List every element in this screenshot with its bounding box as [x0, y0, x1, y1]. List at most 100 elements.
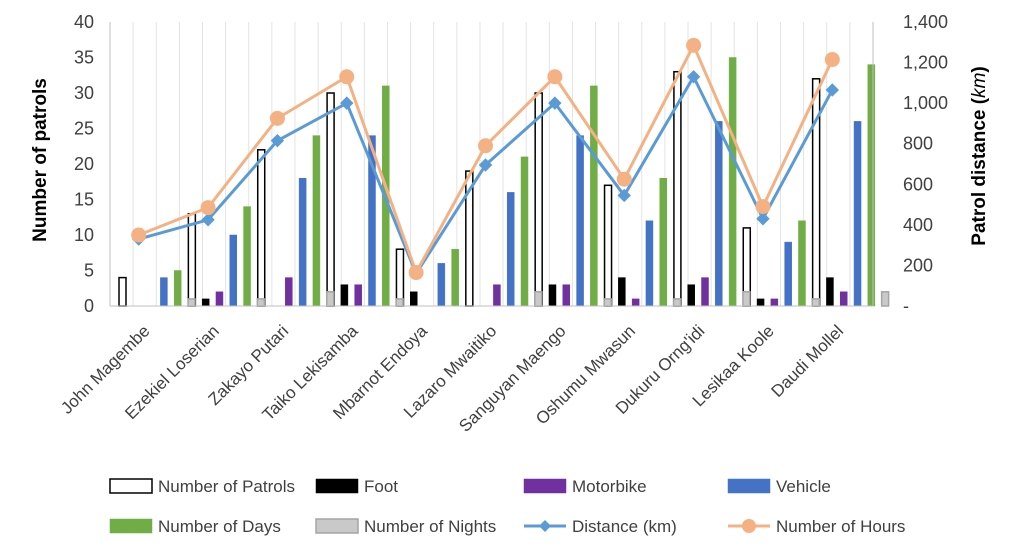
legend-marker — [539, 520, 551, 532]
y2-tick-label: 1,400 — [903, 12, 948, 32]
legend-swatch — [523, 478, 567, 494]
point-number-of-hours — [339, 69, 355, 85]
legend: Number of Patrols Foot Motorbike Vehicle Num… — [109, 477, 905, 536]
legend-item-distance-km: Distance (km) — [524, 517, 677, 536]
y-tick-label: 25 — [74, 119, 94, 139]
bar-vehicle — [715, 121, 723, 307]
bar-number-of-days — [173, 270, 182, 307]
y2-tick-label: 800 — [903, 134, 933, 154]
y-tick-label: 15 — [74, 190, 94, 210]
y2-tick-label: 1,200 — [903, 53, 948, 73]
bar-number-of-days — [590, 85, 598, 307]
legend-item-number-of-patrols: Number of Patrols — [109, 477, 295, 496]
y-axis-title: Number of patrols — [30, 78, 51, 242]
y2-tick-label: 400 — [903, 215, 933, 235]
point-distance-km — [686, 70, 701, 84]
bar-foot — [410, 291, 418, 307]
legend-label: Number of Hours — [776, 517, 905, 536]
bar-number-of-patrols — [326, 92, 335, 307]
point-distance-km — [340, 96, 354, 110]
y2-axis-title-close: ) — [969, 66, 990, 72]
bar-number-of-patrols — [187, 212, 197, 307]
y-tick-label: 30 — [74, 83, 94, 103]
legend-label: Foot — [364, 477, 398, 496]
bar-foot — [548, 284, 557, 307]
bar-motorbike — [701, 277, 709, 307]
bar-vehicle — [576, 135, 584, 307]
bar-number-of-days — [243, 206, 251, 307]
y2-axis-title: Patrol distance (km) — [969, 66, 990, 245]
legend-swatch — [109, 518, 153, 534]
bar-vehicle — [298, 177, 307, 307]
point-distance-km — [478, 158, 493, 172]
bar-number-of-patrols — [118, 276, 127, 307]
point-number-of-hours — [408, 265, 424, 281]
bar-number-of-days — [798, 220, 806, 307]
y-tick-label: 5 — [84, 261, 94, 281]
legend-label: Distance (km) — [572, 517, 677, 536]
point-distance-km — [270, 133, 285, 148]
y2-axis-title-main: Patrol distance ( — [969, 97, 990, 245]
point-distance-km — [548, 96, 562, 110]
point-number-of-hours — [200, 200, 216, 216]
legend-label: Vehicle — [776, 477, 831, 496]
legend-swatch — [727, 478, 771, 494]
bar-vehicle — [506, 192, 515, 307]
y-tick-label: 35 — [74, 48, 94, 68]
bar-number-of-days — [520, 156, 529, 307]
bar-motorbike — [285, 277, 293, 307]
legend-label: Motorbike — [572, 477, 647, 496]
point-number-of-hours — [686, 37, 702, 53]
legend-label: Number of Patrols — [158, 477, 295, 496]
bar-motorbike — [493, 284, 501, 307]
bar-vehicle — [784, 241, 792, 307]
bar-foot — [687, 284, 695, 307]
bar-number-of-nights — [672, 298, 682, 307]
legend-marker — [742, 519, 756, 533]
y-tick-label: 0 — [84, 296, 94, 316]
legend-item-number-of-hours: Number of Hours — [728, 517, 905, 536]
point-number-of-hours — [269, 110, 285, 126]
bar-number-of-nights — [325, 291, 335, 307]
bar-motorbike — [770, 298, 779, 307]
bar-number-of-days — [451, 248, 459, 307]
point-number-of-hours — [478, 138, 493, 154]
bar-motorbike — [562, 284, 571, 307]
legend-item-number-of-days: Number of Days — [109, 517, 281, 536]
legend-item-number-of-nights: Number of Nights — [315, 517, 496, 536]
bar-number-of-patrols — [256, 149, 266, 307]
bar-foot — [618, 277, 626, 307]
bar-vehicle — [437, 263, 446, 307]
point-distance-km — [756, 212, 770, 226]
bar-foot — [826, 277, 834, 307]
point-distance-km — [617, 188, 631, 203]
bar-number-of-nights — [880, 291, 890, 307]
bar-vehicle — [645, 220, 654, 307]
gridlines — [109, 22, 874, 306]
legend-item-motorbike: Motorbike — [523, 477, 647, 496]
lines — [131, 37, 840, 281]
point-number-of-hours — [131, 227, 147, 243]
bar-motorbike — [631, 298, 640, 307]
bar-foot — [340, 284, 349, 307]
point-number-of-hours — [616, 171, 632, 187]
point-number-of-hours — [547, 69, 563, 85]
bar-number-of-patrols — [603, 184, 613, 307]
y2-tick-label: 1,000 — [903, 93, 948, 113]
bar-number-of-nights — [256, 298, 266, 307]
y-tick-label: 10 — [74, 225, 94, 245]
bar-number-of-nights — [811, 298, 821, 307]
legend-item-vehicle: Vehicle — [727, 477, 831, 496]
bar-vehicle — [229, 234, 238, 307]
bar-number-of-nights — [603, 298, 612, 307]
point-distance-km — [825, 83, 840, 97]
legend-label: Number of Days — [158, 517, 281, 536]
bar-number-of-days — [867, 64, 876, 307]
bar-foot — [201, 298, 210, 307]
bar-foot — [756, 298, 765, 307]
bar-number-of-nights — [187, 298, 196, 307]
bar-number-of-days — [659, 177, 667, 307]
bar-number-of-days — [728, 57, 737, 307]
bar-motorbike — [839, 291, 848, 307]
